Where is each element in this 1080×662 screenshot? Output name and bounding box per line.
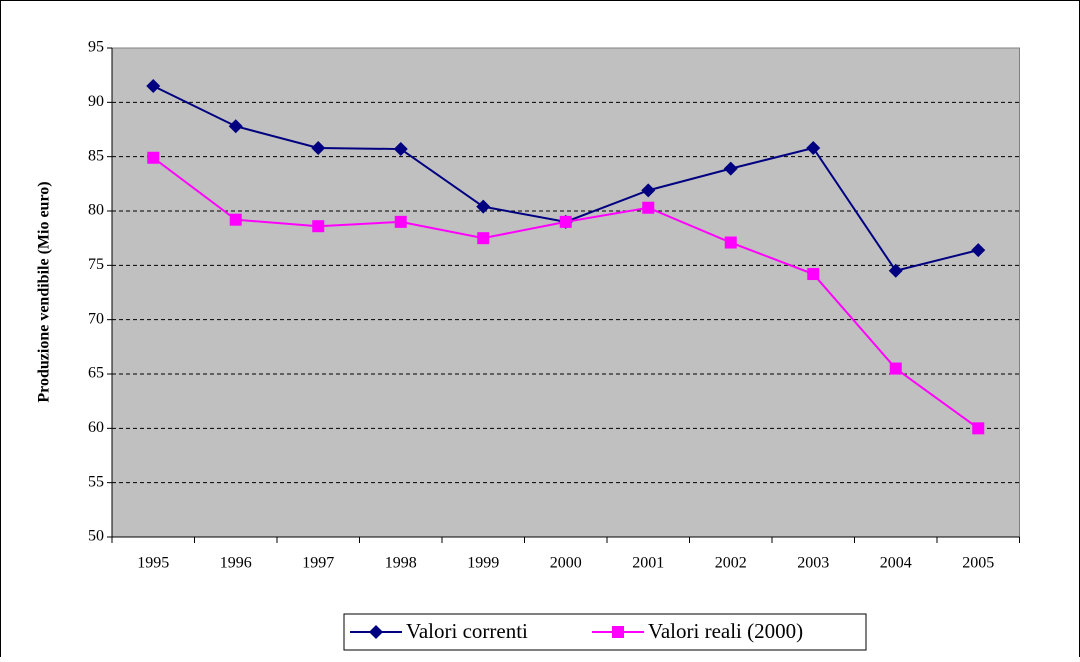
x-tick-label: 1996: [220, 555, 252, 572]
data-point: [723, 161, 738, 176]
y-tick-label: 60: [88, 419, 104, 436]
data-point: [393, 142, 408, 157]
x-tick-label: 2000: [550, 555, 582, 572]
data-point: [806, 140, 821, 155]
x-tick-label: 2004: [880, 555, 912, 572]
plot-area: [111, 47, 1020, 538]
data-point: [229, 213, 242, 226]
data-point: [889, 362, 902, 375]
x-tick-label: 2001: [632, 555, 664, 572]
x-tick-label: 1998: [385, 555, 417, 572]
data-point: [228, 119, 243, 134]
y-tick-label: 50: [88, 528, 104, 545]
x-tick-label: 2002: [715, 555, 747, 572]
y-tick-label: 65: [88, 365, 104, 382]
data-point: [642, 201, 655, 214]
x-tick-label: 2005: [962, 555, 994, 572]
x-tick-label: 1997: [302, 555, 334, 572]
legend-label: Valori correnti: [406, 619, 528, 643]
y-tick-label: 95: [88, 39, 104, 56]
data-point: [971, 243, 986, 258]
x-tick-label: 1995: [137, 555, 169, 572]
data-point: [641, 183, 656, 198]
data-point: [311, 140, 326, 155]
legend-marker: [369, 625, 383, 639]
y-axis-title: Produzione vendibile (Mio euro): [36, 181, 53, 402]
legend-marker: [612, 626, 624, 638]
x-tick-label: 1999: [467, 555, 499, 572]
data-point: [476, 199, 491, 214]
data-point: [724, 236, 737, 249]
data-point: [146, 79, 161, 94]
x-tick-label: 2003: [797, 555, 829, 572]
y-tick-label: 70: [88, 310, 104, 327]
data-point: [312, 220, 325, 233]
y-tick-label: 80: [88, 202, 104, 219]
data-point: [559, 215, 572, 228]
data-point: [972, 422, 985, 435]
data-point: [394, 215, 407, 228]
y-tick-label: 85: [88, 147, 104, 164]
data-point: [888, 263, 903, 278]
data-point: [477, 232, 490, 245]
data-point: [807, 268, 820, 281]
y-tick-label: 55: [88, 473, 104, 490]
y-tick-label: 90: [88, 93, 104, 110]
legend-label: Valori reali (2000): [648, 619, 803, 643]
data-point: [147, 151, 160, 164]
y-tick-label: 75: [88, 256, 104, 273]
